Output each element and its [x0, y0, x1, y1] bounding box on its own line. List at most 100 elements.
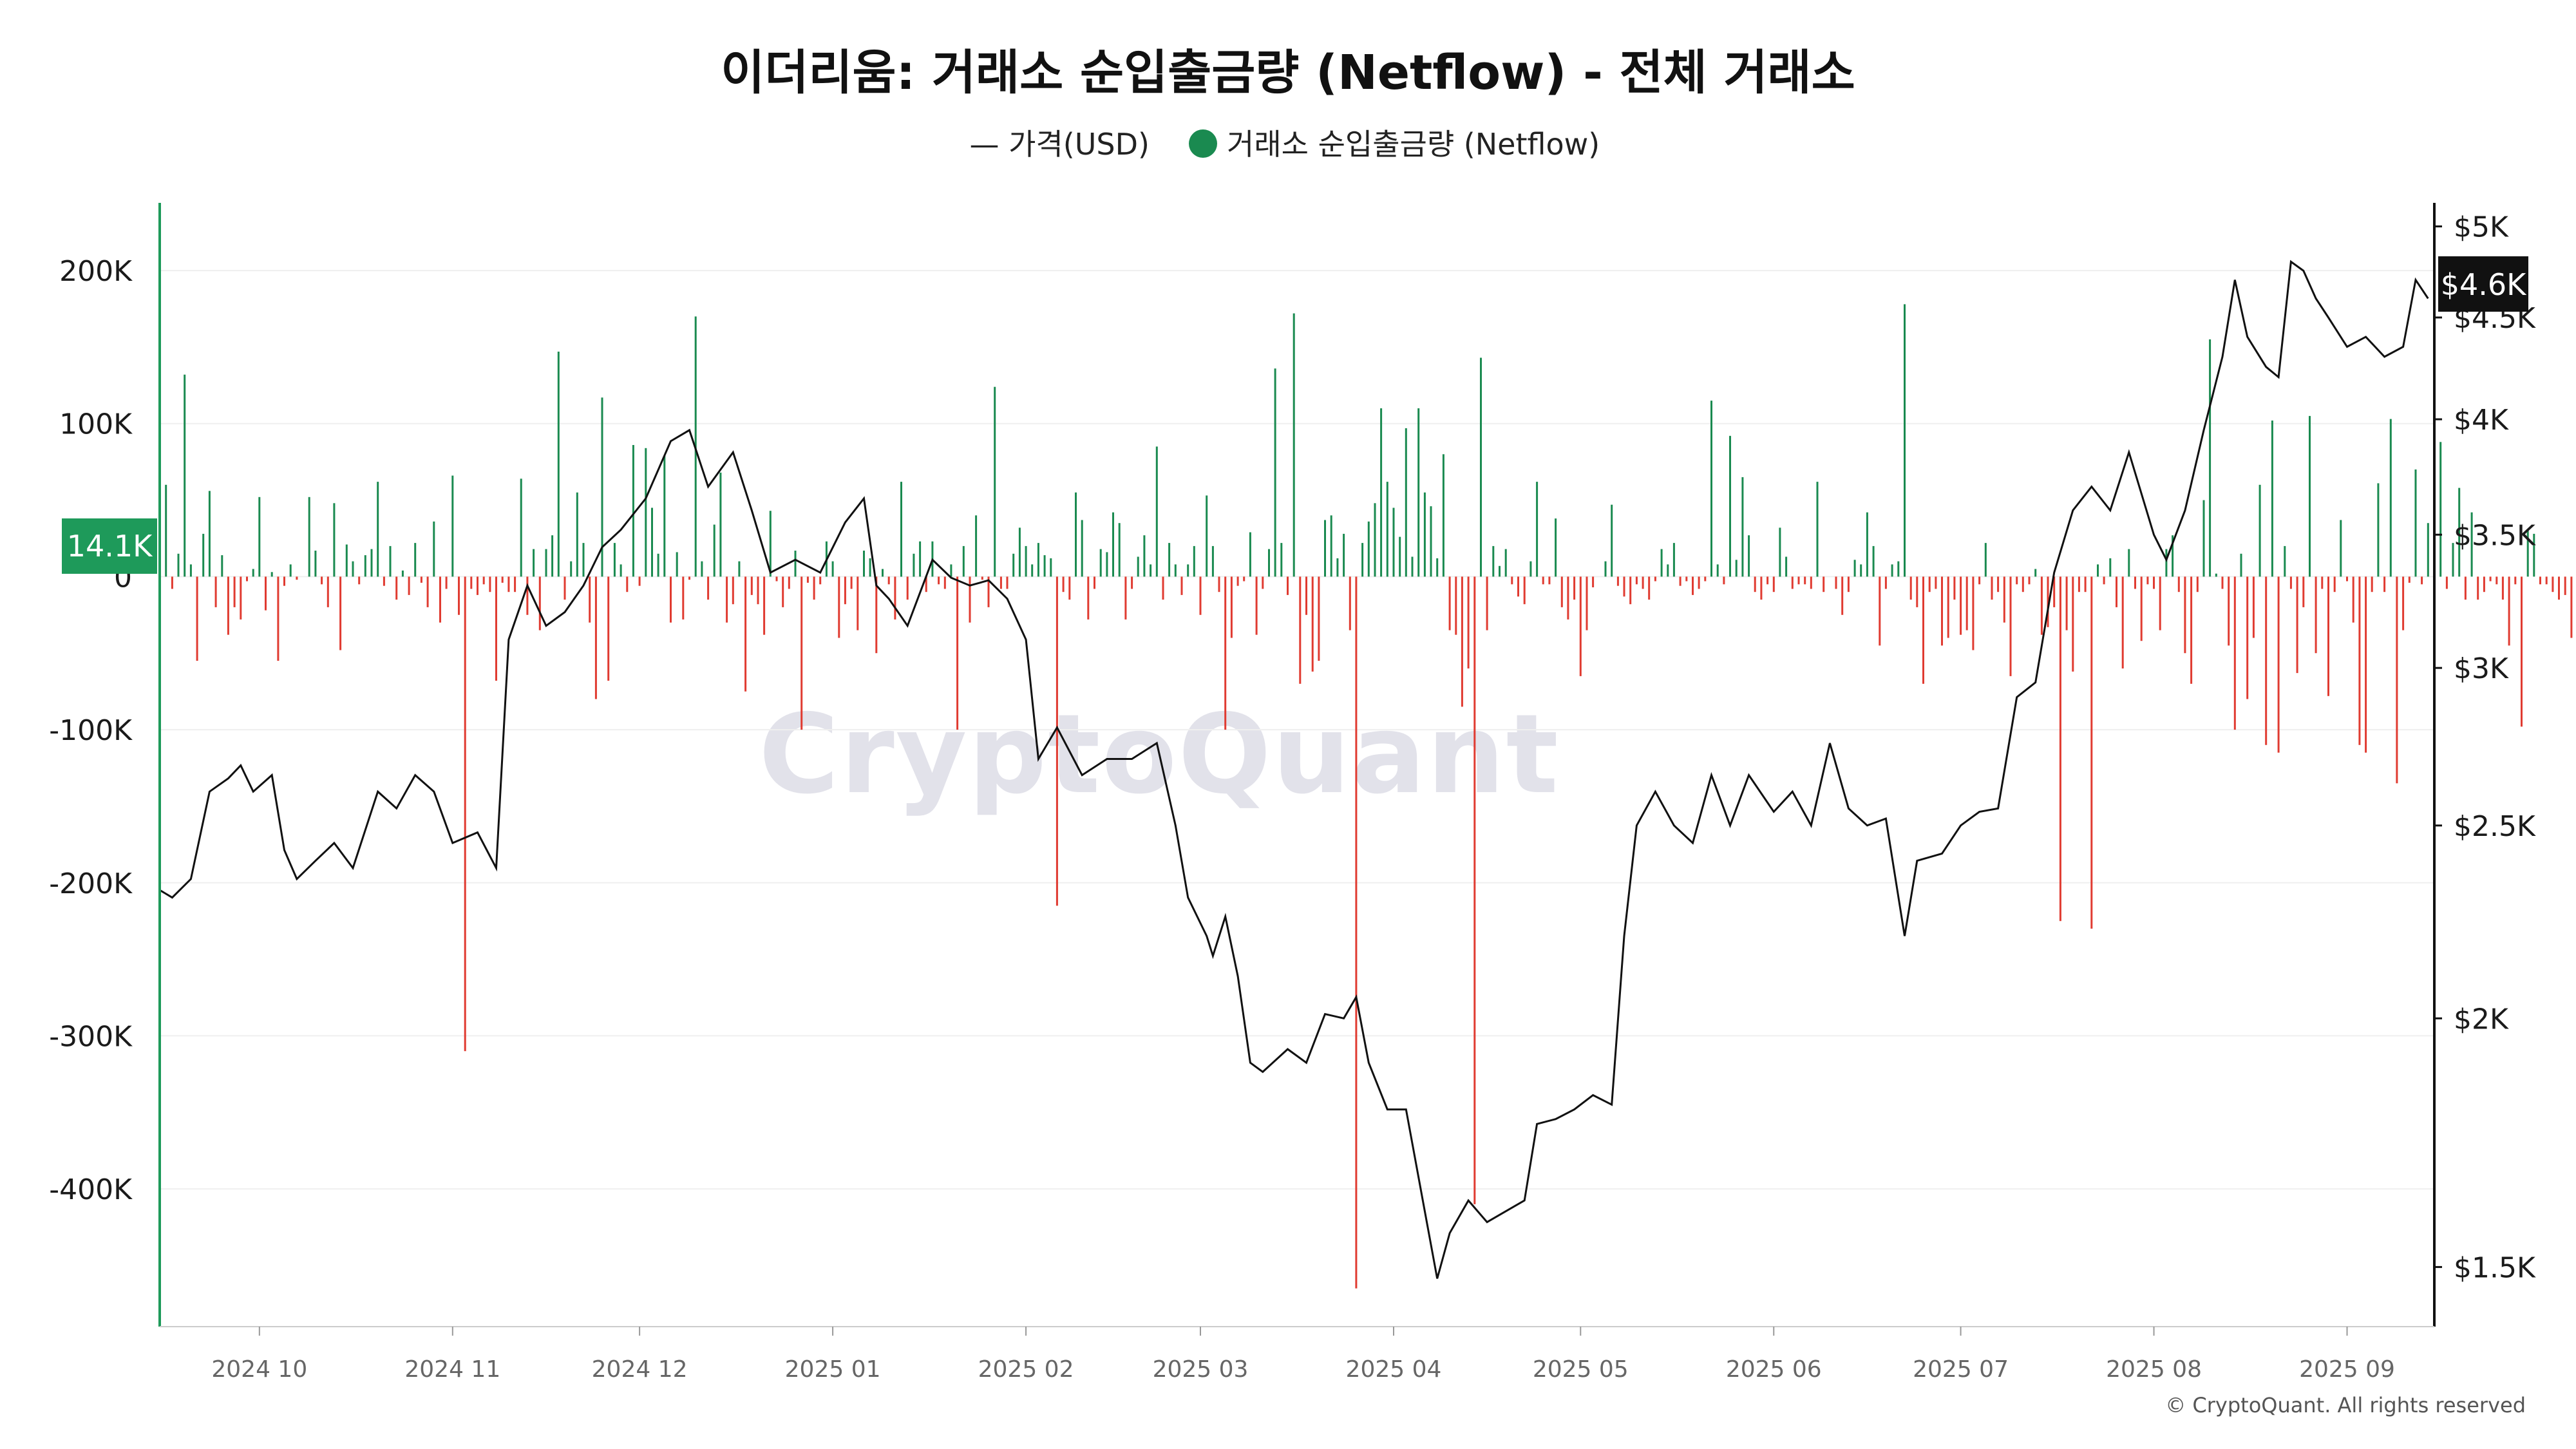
netflow-bar: [707, 576, 710, 600]
netflow-bar: [1560, 576, 1563, 607]
netflow-bar: [2022, 576, 2024, 592]
netflow-bar: [2153, 576, 2155, 589]
netflow-bar: [1741, 477, 1744, 577]
netflow-bar: [270, 572, 273, 577]
netflow-bar: [1679, 576, 1681, 586]
netflow-bar: [2352, 576, 2354, 623]
netflow-bar: [1879, 576, 1881, 646]
netflow-bar: [1374, 503, 1376, 577]
netflow-bar: [2116, 576, 2117, 607]
netflow-bar: [1006, 576, 1009, 589]
netflow-bar: [1922, 576, 1924, 684]
netflow-bar: [1243, 576, 1245, 582]
netflow-bar: [2477, 576, 2479, 600]
netflow-bar: [495, 576, 497, 681]
netflow-bar: [1723, 576, 1725, 585]
netflow-bar: [794, 551, 797, 577]
netflow-bar: [719, 472, 722, 577]
netflow-bar: [2259, 484, 2261, 577]
left-tick-label: 100K: [59, 408, 133, 441]
netflow-bar: [788, 576, 790, 589]
netflow-bar: [1199, 576, 1202, 615]
netflow-bar: [2078, 576, 2080, 592]
netflow-bar: [1262, 576, 1264, 589]
netflow-bar: [1274, 368, 1276, 577]
netflow-bar: [1853, 560, 1856, 577]
netflow-bar: [2346, 576, 2348, 582]
netflow-bar: [1405, 428, 1407, 577]
netflow-bar: [2140, 576, 2143, 641]
netflow-bar: [925, 576, 927, 592]
netflow-bar: [1984, 543, 1987, 577]
netflow-bar: [1299, 576, 1302, 684]
netflow-bar: [1336, 558, 1339, 577]
netflow-bar: [2065, 576, 2068, 630]
chart-title: 이더리움: 거래소 순입출금량 (Netflow) - 전체 거래소: [721, 45, 1855, 100]
netflow-bar: [869, 558, 871, 577]
netflow-bar: [1224, 576, 1227, 730]
netflow-bar: [1548, 576, 1551, 585]
x-tick-label: 2025 05: [1533, 1356, 1629, 1383]
netflow-bar: [1018, 527, 1021, 577]
netflow-bar: [657, 553, 659, 577]
netflow-bar: [2458, 488, 2461, 577]
netflow-bar: [769, 511, 772, 577]
netflow-bar: [2053, 576, 2056, 607]
netflow-bar: [943, 576, 946, 589]
netflow-bar: [2196, 576, 2199, 592]
legend-netflow-label[interactable]: 거래소 순입출금량 (Netflow): [1227, 127, 1600, 162]
netflow-bar: [2483, 576, 2485, 592]
netflow-bar: [1586, 576, 1588, 630]
netflow-bar: [477, 576, 478, 595]
netflow-bar: [670, 576, 672, 623]
netflow-bar: [2514, 576, 2517, 585]
netflow-bar: [2009, 576, 2012, 676]
netflow-bar: [682, 576, 685, 620]
netflow-bar: [887, 576, 890, 585]
netflow-bar: [2302, 576, 2305, 607]
netflow-bar: [1754, 576, 1756, 592]
netflow-bar: [1012, 553, 1015, 577]
netflow-bar: [2059, 576, 2061, 922]
netflow-bar: [395, 576, 398, 600]
netflow-bar: [377, 482, 379, 577]
netflow-bar: [1604, 561, 1607, 577]
price-line: [159, 260, 2429, 1279]
netflow-bar: [1268, 549, 1270, 577]
netflow-bar: [202, 533, 205, 577]
netflow-bar: [177, 553, 180, 577]
netflow-bar: [370, 549, 373, 577]
price-current-badge: $4.6K: [2438, 256, 2528, 312]
netflow-bar: [196, 576, 198, 661]
netflow-bar: [1960, 576, 1962, 635]
right-tick-label: $3K: [2454, 652, 2509, 685]
netflow-bar: [1685, 576, 1688, 582]
netflow-bar: [345, 544, 348, 577]
copyright-credit: © CryptoQuant. All rights reserved: [2165, 1393, 2526, 1417]
netflow-bar: [2252, 576, 2255, 638]
netflow-bar: [1386, 482, 1388, 577]
netflow-bar: [2146, 576, 2149, 585]
netflow-bar: [2277, 576, 2280, 753]
netflow-bar: [1611, 504, 1613, 577]
netflow-bar: [233, 576, 236, 607]
x-tick-label: 2025 06: [1726, 1356, 1822, 1383]
netflow-bar: [1187, 564, 1189, 577]
left-tick-label: -200K: [49, 867, 133, 900]
netflow-bar: [1616, 576, 1619, 586]
legend-price-label[interactable]: — 가격(USD): [970, 127, 1150, 162]
legend[interactable]: — 가격(USD) 거래소 순입출금량 (Netflow): [970, 127, 1600, 162]
netflow-bar: [538, 576, 541, 630]
netflow-bar: [1168, 543, 1171, 577]
netflow-bar: [1748, 535, 1750, 577]
netflow-bar: [831, 561, 834, 577]
netflow-bar: [426, 576, 429, 607]
netflow-bar: [1791, 576, 1794, 589]
netflow-bar: [2365, 576, 2367, 753]
netflow-bar: [1891, 564, 1893, 577]
right-tick-label: $4K: [2454, 404, 2509, 437]
netflow-bar: [663, 455, 666, 577]
netflow-bar: [564, 576, 566, 600]
netflow-bar: [589, 576, 591, 623]
netflow-bar: [464, 576, 466, 1052]
